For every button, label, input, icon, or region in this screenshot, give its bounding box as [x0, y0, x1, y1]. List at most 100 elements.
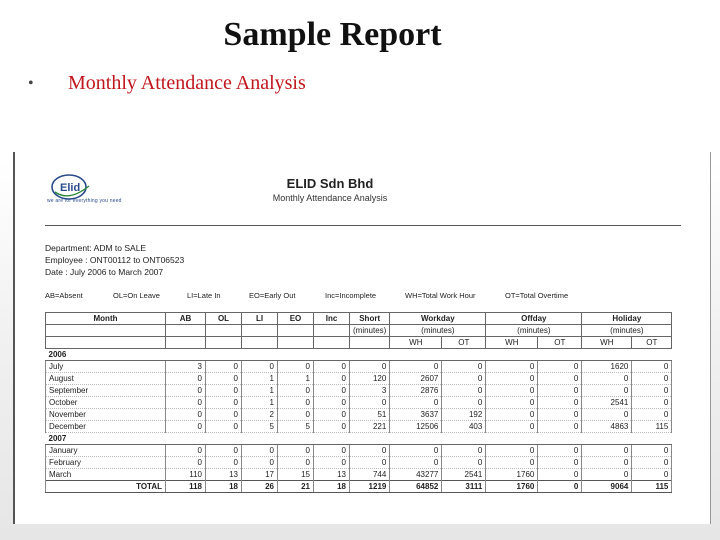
value-cell: 13: [205, 468, 242, 481]
value-cell: 1760: [485, 468, 539, 481]
total-cell: 118: [165, 480, 206, 493]
col-inc: Inc: [313, 312, 350, 325]
value-cell: 0: [389, 360, 443, 373]
year-label: 2007: [45, 432, 672, 445]
value-cell: 0: [277, 408, 314, 421]
value-cell: 12506: [389, 420, 443, 433]
value-cell: 0: [313, 408, 350, 421]
value-cell: 0: [537, 420, 583, 433]
month-cell: October: [45, 396, 166, 409]
elid-logo-icon: Elid: [51, 174, 90, 200]
logo-tagline: we are for everything you need: [47, 198, 122, 204]
value-cell: 120: [348, 372, 391, 385]
total-cell: 0: [537, 480, 583, 493]
total-cell: 3111: [441, 480, 487, 493]
value-cell: 0: [485, 372, 539, 385]
month-cell: July: [45, 360, 166, 373]
logo-text: Elid: [60, 182, 80, 194]
value-cell: 221: [348, 420, 391, 433]
report-filters: Department: ADM to SALE Employee : ONT00…: [45, 242, 184, 278]
legend: AB=Absent OL=On Leave LI=Late In EO=Earl…: [45, 291, 695, 303]
col-holiday-ot: OT: [631, 336, 673, 349]
value-cell: 2876: [389, 384, 443, 397]
total-cell: 18: [205, 480, 242, 493]
value-cell: 1: [241, 372, 278, 385]
department-filter: Department: ADM to SALE: [45, 243, 147, 253]
value-cell: 1620: [581, 360, 633, 373]
table-row: March 110 13 17 15 13 744 43277 2541 1760 0 0 0: [45, 468, 673, 481]
col-li: LI: [241, 312, 278, 325]
value-cell: 0: [441, 384, 487, 397]
table-row: November 0 0 2 0 0 51 3637 192 0 0 0 0: [45, 408, 673, 421]
value-cell: 5: [241, 420, 278, 433]
value-cell: 0: [348, 456, 391, 469]
value-cell: 0: [537, 372, 583, 385]
value-cell: 0: [581, 468, 633, 481]
col-ab: AB: [165, 312, 206, 325]
value-cell: 0: [441, 444, 487, 457]
value-cell: 0: [581, 384, 633, 397]
col-holiday: Holiday: [581, 312, 673, 325]
value-cell: 0: [313, 456, 350, 469]
col-holiday-unit: (minutes): [581, 324, 673, 337]
table-row: February 0 0 0 0 0 0 0 0 0 0 0 0: [45, 456, 673, 469]
value-cell: 0: [165, 396, 206, 409]
value-cell: 0: [165, 456, 206, 469]
value-cell: 0: [537, 444, 583, 457]
value-cell: 0: [348, 360, 391, 373]
value-cell: 744: [348, 468, 391, 481]
legend-item: Inc=Incomplete: [325, 291, 377, 300]
value-cell: 1: [241, 384, 278, 397]
value-cell: 0: [389, 456, 443, 469]
value-cell: 0: [165, 444, 206, 457]
value-cell: 0: [581, 372, 633, 385]
col-offday-ot: OT: [537, 336, 583, 349]
value-cell: 0: [165, 420, 206, 433]
month-cell: February: [45, 456, 166, 469]
value-cell: 0: [205, 444, 242, 457]
value-cell: 2541: [441, 468, 487, 481]
value-cell: 115: [631, 420, 673, 433]
value-cell: 0: [165, 408, 206, 421]
col-offday-unit: (minutes): [485, 324, 583, 337]
value-cell: 0: [313, 444, 350, 457]
col-offday: Offday: [485, 312, 583, 325]
value-cell: 0: [441, 456, 487, 469]
header-divider: [45, 225, 681, 226]
value-cell: 0: [581, 408, 633, 421]
slide-title: Sample Report: [223, 16, 442, 53]
value-cell: 0: [631, 396, 673, 409]
total-cell: 115: [631, 480, 673, 493]
employee-filter: Employee : ONT00112 to ONT06523: [45, 255, 185, 265]
year-label: 2006: [45, 348, 672, 361]
value-cell: 0: [631, 408, 673, 421]
table-row: July 3 0 0 0 0 0 0 0 0 0 1620 0: [45, 360, 673, 373]
value-cell: 0: [277, 384, 314, 397]
total-cell: 26: [241, 480, 278, 493]
value-cell: 0: [348, 444, 391, 457]
value-cell: 0: [313, 384, 350, 397]
company-name: ELID Sdn Bhd: [286, 176, 374, 191]
value-cell: 2607: [389, 372, 443, 385]
legend-item: OL=On Leave: [113, 291, 160, 300]
col-holiday-wh: WH: [581, 336, 633, 349]
value-cell: 0: [205, 360, 242, 373]
value-cell: 3: [165, 360, 206, 373]
month-cell: August: [45, 372, 166, 385]
value-cell: 0: [537, 468, 583, 481]
value-cell: 1: [241, 396, 278, 409]
col-eo: EO: [277, 312, 314, 325]
table-row: December 0 0 5 5 0 221 12506 403 0 0 4863 115: [45, 420, 673, 433]
table-body: 2006 July 3 0 0 0 0 0 0 0 0 0 1620 0 August 0 0 1 1 0 120 260…: [45, 348, 673, 493]
value-cell: 0: [389, 444, 443, 457]
total-cell: 9064: [581, 480, 633, 493]
month-cell: December: [45, 420, 166, 433]
value-cell: 13: [313, 468, 350, 481]
value-cell: 0: [205, 408, 242, 421]
total-label: TOTAL: [45, 480, 166, 493]
value-cell: 192: [441, 408, 487, 421]
col-month: Month: [45, 312, 166, 325]
value-cell: 0: [348, 396, 391, 409]
year-row: 2007: [45, 432, 672, 445]
col-short-unit: (minutes): [348, 324, 391, 337]
